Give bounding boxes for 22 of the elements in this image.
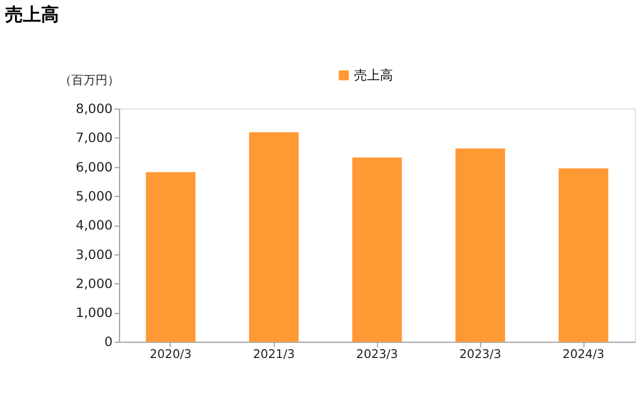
y-tick-label: 0	[104, 335, 113, 350]
y-tick-label: 8,000	[76, 102, 113, 118]
x-tick-label: 2021/3	[252, 347, 295, 362]
y-tick-label: 1,000	[76, 306, 113, 322]
chart-title: 売上高	[4, 4, 59, 26]
y-tick-label: 3,000	[76, 248, 113, 263]
x-tick-label: 2023/3	[356, 347, 398, 362]
x-tick-label: 2023/3	[459, 347, 502, 362]
bar	[249, 132, 299, 342]
y-tick-label: 7,000	[76, 131, 113, 146]
bar	[352, 158, 402, 342]
x-tick-label: 2024/3	[562, 347, 604, 362]
x-tick-label: 2020/3	[150, 347, 192, 362]
bar	[146, 172, 196, 342]
y-tick-label: 2,000	[76, 276, 113, 292]
y-tick-label: 5,000	[76, 189, 113, 204]
legend-label: 売上高	[354, 67, 394, 84]
y-axis-title: （百万円）	[60, 72, 120, 87]
bar	[558, 168, 608, 342]
bar	[455, 148, 506, 342]
y-tick-label: 4,000	[76, 218, 113, 234]
y-tick-label: 6,000	[76, 160, 113, 176]
